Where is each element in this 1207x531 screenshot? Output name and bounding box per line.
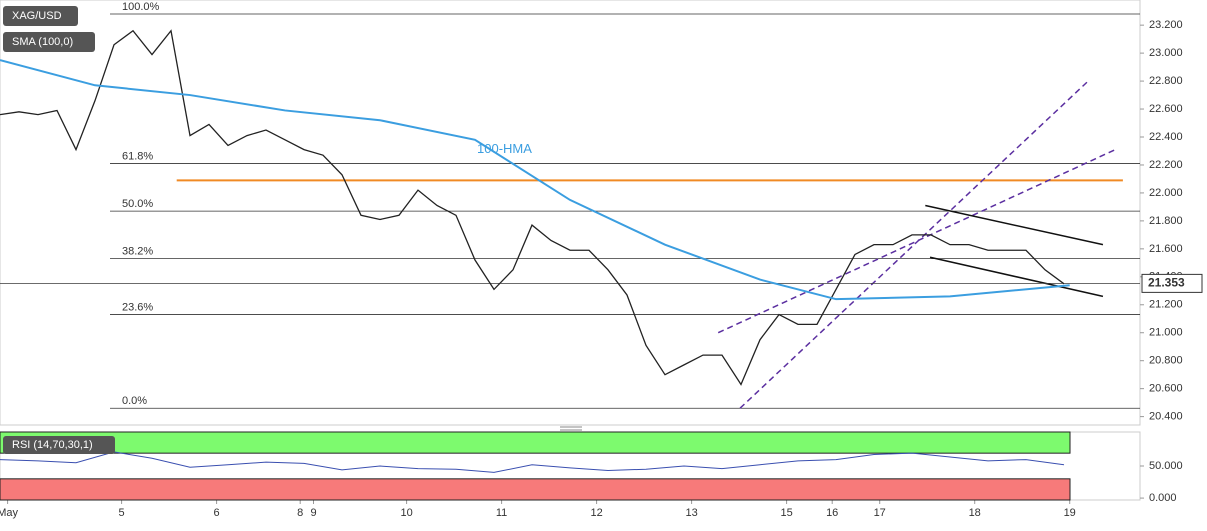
y-tick-label: 23.200 [1149,19,1183,31]
overbought-band [0,431,1071,454]
y-tick-label: 20.600 [1149,383,1183,395]
x-tick-label: 8 [297,507,303,519]
price-line [0,29,1065,386]
fib-label: 61.8% [122,150,153,162]
y-tick-label: 20.400 [1149,411,1183,423]
trend-line [925,204,1104,246]
x-tick-label: 9 [310,507,316,519]
series-label: 100-HMA [477,141,532,156]
trend-line [929,256,1104,298]
price-tag-label: 21.353 [1148,276,1185,290]
symbol-box [3,6,78,26]
x-tick-label: 12 [590,507,602,519]
indicator-box [3,32,95,52]
x-tick-label: 10 [400,507,412,519]
fib-label: 23.6% [122,301,153,313]
y-tick-label: 22.000 [1149,187,1183,199]
price-tag [1141,273,1203,293]
x-tick-label: 13 [685,507,697,519]
y-tick-label: 22.400 [1149,131,1183,143]
y-tick-label: 21.600 [1149,243,1183,255]
y-tick-label: 50.000 [1149,460,1183,472]
oversold-band [0,478,1071,501]
y-tick-label: 21.200 [1149,299,1183,311]
x-tick-label: 6 [214,507,220,519]
x-tick-label: May [0,507,18,519]
symbol: XAG/USD [12,10,62,22]
plot: 20.40020.60020.80021.00021.20021.40021.6… [0,1,1203,519]
fib-label: 38.2% [122,246,153,258]
x-tick-label: 15 [780,507,792,519]
trend-line [717,148,1116,334]
indicator: SMA (100,0) [12,36,73,48]
rsi-box [3,436,115,454]
x-tick-label: 18 [969,507,981,519]
rsi-line [0,451,1065,473]
x-tick-label: 5 [119,507,125,519]
x-tick-label: 17 [874,507,886,519]
y-tick-label: 22.600 [1149,103,1183,115]
y-tick-label: 22.200 [1149,159,1183,171]
fib-label: 100.0% [122,1,160,13]
fib-label: 50.0% [122,198,153,210]
y-tick-label: 21.800 [1149,215,1183,227]
x-tick-label: 19 [1064,507,1076,519]
hma-line [0,59,1070,301]
x-tick-label: 11 [496,507,507,519]
x-tick-label: 16 [826,507,838,519]
y-tick-label: 21.000 [1149,327,1183,339]
price-panel [0,0,1141,426]
rsi-title: RSI (14,70,30,1) [12,439,93,451]
y-tick-label: 20.800 [1149,355,1183,367]
y-tick-label: 22.800 [1149,75,1183,87]
y-tick-label: 0.000 [1149,492,1177,504]
fib-label: 0.0% [122,395,147,407]
y-tick-label: 23.000 [1149,47,1183,59]
